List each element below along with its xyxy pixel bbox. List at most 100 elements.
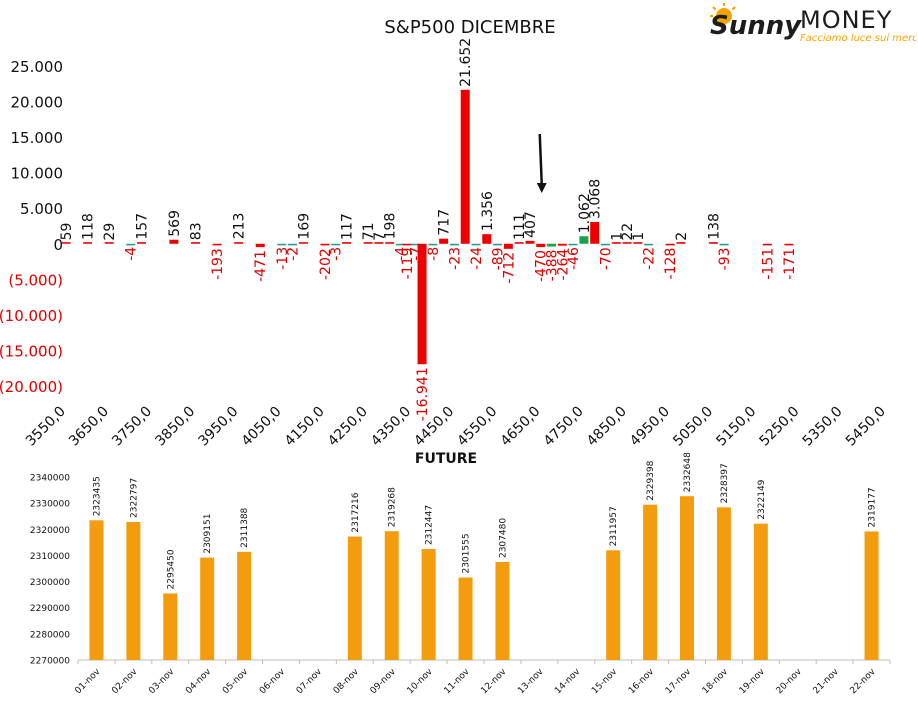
bar [762,243,772,246]
data-label: 1 [631,232,647,241]
future-data-label: 2328397 [720,463,730,503]
future-data-label: 2319268 [388,487,398,527]
data-label: -151 [760,248,776,280]
bar [547,243,557,247]
future-data-label: 2323435 [92,476,102,516]
logo-graphic: Sunny MONEY Facciamo luce sui mercati [710,3,918,44]
bar [536,243,546,248]
future-bar [458,577,473,660]
future-y-tick-label: 2280000 [30,630,70,640]
data-label: 138 [706,213,722,240]
data-label: 169 [296,213,312,240]
future-y-tick-label: 2300000 [30,578,70,588]
x-tick-label: 5450,0 [843,404,889,450]
x-tick-label: 4250,0 [325,404,371,450]
bar [503,243,513,249]
x-tick-label: 4850,0 [584,404,630,450]
logo-word-sunny: Sunny [710,11,802,41]
bar [331,243,341,246]
bar [784,243,794,246]
y-tick-label: (20.000) [0,378,63,396]
data-label: 118 [81,213,97,240]
logo-tagline: Facciamo luce sui mercati [800,33,916,44]
bar [611,242,621,244]
x-tick-label: 3750,0 [109,404,155,450]
future-bar [126,521,141,660]
future-bar [643,504,658,660]
future-data-label: 2329398 [646,460,656,500]
bar [482,234,492,244]
future-bar [347,536,362,660]
future-data-label: 2311957 [609,506,619,546]
bar [342,242,352,244]
future-bar [237,551,252,660]
bar [514,242,524,244]
future-bar [753,523,768,660]
bar [525,240,535,244]
sun-icon [710,3,736,24]
data-label: 198 [383,213,399,240]
x-tick-label: 3550,0 [23,404,69,450]
future-y-tick-label: 2310000 [30,552,70,562]
bar [104,242,114,244]
data-label: 83 [188,222,204,240]
bar [439,238,449,244]
future-x-tick-label: 13-nov [516,667,546,697]
future-x-tick-label: 05-nov [221,667,251,697]
future-x-tick-label: 16-nov [627,667,657,697]
future-x-tick-label: 14-nov [553,667,583,697]
bar [719,243,729,246]
future-data-label: 2311388 [240,507,250,547]
future-x-tick-label: 03-nov [147,667,177,697]
future-data-label: 2309151 [203,514,213,554]
x-tick-label: 4950,0 [627,404,673,450]
future-x-tick-label: 07-nov [295,667,325,697]
future-x-tick-label: 11-nov [442,667,472,697]
chart-title: S&P500 DICEMBRE [384,17,555,38]
future-x-tick-label: 21-nov [812,667,842,697]
bar [385,242,395,244]
x-tick-label: 5150,0 [713,404,759,450]
data-label: -46 [566,247,582,270]
y-tick-label: 0 [53,236,63,254]
future-bar [384,531,399,660]
x-tick-label: 4650,0 [498,404,544,450]
data-label: 1 [609,232,625,241]
data-label: -93 [717,247,733,270]
y-tick-label: 5.000 [20,200,63,218]
data-label: -2 [286,247,302,261]
future-y-axis: 2270000 2280000 2290000 2300000 2310000 23200… [30,474,70,667]
data-label: 117 [340,213,356,240]
x-tick-label: 3950,0 [195,404,241,450]
data-label: 21.652 [458,38,474,87]
bar [402,243,412,246]
bar [363,242,373,244]
future-data-labels: 2323435 2322797 2295450 2309151 2311388 23172… [92,452,877,590]
data-label: -4 [124,247,140,261]
x-tick-label: 4750,0 [541,404,587,450]
future-data-label: 2312447 [425,505,435,545]
bar [600,243,610,246]
bars [61,89,794,365]
future-data-label: 2319177 [868,487,878,527]
future-x-tick-label: 04-nov [184,667,214,697]
bar [190,242,200,244]
x-tick-label: 4050,0 [239,404,285,450]
bar [234,242,244,244]
data-label: -7 [409,247,425,261]
bar [395,243,405,246]
bar [471,243,481,246]
y-axis: 25.000 20.000 15.000 10.000 5.000 0 (5.000) (10… [0,58,63,396]
data-label: 1.356 [480,191,496,231]
future-bar [89,520,104,660]
y-tick-label: 25.000 [11,58,64,76]
bar [298,242,308,244]
future-bar [716,507,731,660]
bar [320,243,330,246]
bar [557,243,567,246]
y-tick-label: 10.000 [11,165,64,183]
x-tick-label: 3850,0 [152,404,198,450]
data-label: -470 [534,250,550,282]
